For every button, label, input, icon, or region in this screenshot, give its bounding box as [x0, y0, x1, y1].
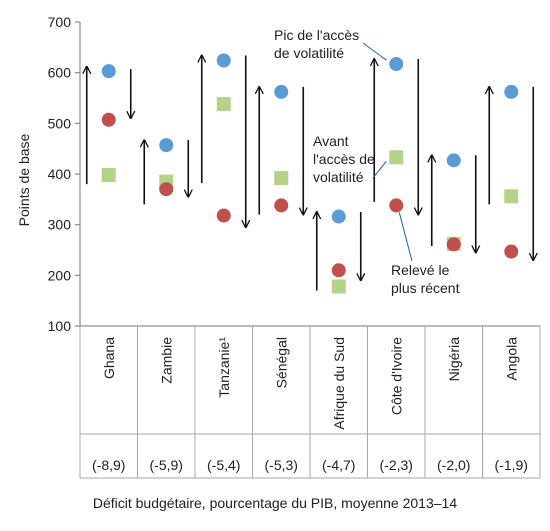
- recent-point: [331, 263, 346, 278]
- annotation-recent-leader: [398, 212, 413, 262]
- y-tick-label: 400: [48, 166, 72, 182]
- peak-point: [446, 153, 461, 168]
- y-tick-label: 700: [48, 14, 72, 30]
- deficit-label: (-5,4): [207, 457, 240, 473]
- peak-point: [331, 209, 346, 224]
- deficit-label: (-2,0): [437, 457, 470, 473]
- category-label: Angola: [503, 337, 519, 381]
- annotation-recent-line1: Relevé le: [391, 262, 450, 278]
- peak-point: [274, 84, 289, 99]
- annotation-recent-line2: plus récent: [391, 280, 460, 296]
- before-point: [504, 189, 519, 204]
- recent-point: [216, 208, 231, 223]
- recent-point: [504, 244, 519, 259]
- before-point: [389, 150, 404, 165]
- x-axis-title: Déficit budgétaire, pourcentage du PIB, …: [92, 495, 458, 511]
- category-label: Zambie: [158, 337, 174, 384]
- deficit-label: (-1,9): [495, 457, 528, 473]
- y-tick-label: 500: [48, 115, 72, 131]
- deficit-label: (-2,3): [380, 457, 413, 473]
- category-label: Afrique du Sud: [331, 337, 347, 430]
- annotation-before-line1: Avant: [313, 133, 349, 149]
- annotation-peak-line2: de volatilité: [274, 45, 344, 61]
- annotation-before-line2: l'accès de: [313, 151, 375, 167]
- recent-point: [101, 112, 116, 127]
- recent-point: [159, 182, 174, 197]
- annotations: Pic de l'accès de volatilité Avant l'accès …: [274, 27, 460, 296]
- y-tick-label: 100: [48, 318, 72, 334]
- arrows: [87, 55, 534, 291]
- category-label: Tanzanie¹: [216, 337, 232, 398]
- before-point: [216, 97, 231, 112]
- before-point: [331, 279, 346, 294]
- recent-point: [274, 198, 289, 213]
- category-label: Côte d'Ivoire: [388, 337, 404, 415]
- peak-point: [159, 138, 174, 153]
- peak-point: [216, 53, 231, 68]
- annotation-before-leader: [372, 160, 387, 179]
- deficit-label: (-4,7): [322, 457, 355, 473]
- peak-point: [389, 57, 404, 72]
- peak-point: [101, 64, 116, 79]
- before-point: [274, 171, 289, 186]
- deficit-label: (-8,9): [92, 457, 125, 473]
- annotation-peak-line1: Pic de l'accès: [274, 27, 359, 43]
- y-tick-label: 600: [48, 65, 72, 81]
- y-axis-title: Points de base: [16, 133, 32, 226]
- annotation-peak-leader: [362, 42, 387, 61]
- axes: 100 200 300 400 500 600 700 Points de base: [16, 14, 541, 479]
- y-tick-label: 200: [48, 267, 72, 283]
- category-label: Ghana: [101, 337, 117, 379]
- peak-point: [504, 84, 519, 99]
- y-tick-label: 300: [48, 217, 72, 233]
- recent-point: [389, 198, 404, 213]
- labels: Ghana (-8,9) Zambie (-5,9) Tanzanie¹ (-5,4) Sé…: [92, 337, 528, 473]
- recent-point: [446, 237, 461, 252]
- points: [101, 53, 519, 294]
- annotation-before-line3: volatilité: [313, 169, 364, 185]
- deficit-label: (-5,9): [150, 457, 183, 473]
- deficit-label: (-5,3): [265, 457, 298, 473]
- category-label: Sénégal: [273, 337, 289, 388]
- before-point: [101, 168, 116, 183]
- category-label: Nigéria: [446, 337, 462, 382]
